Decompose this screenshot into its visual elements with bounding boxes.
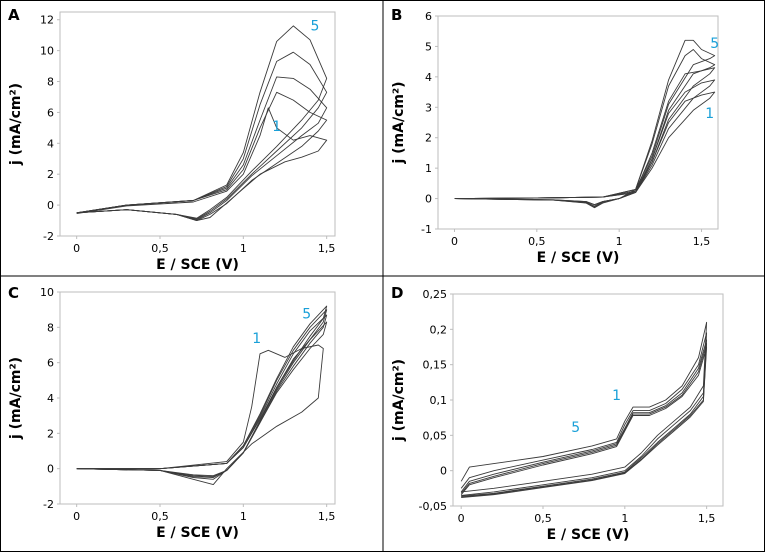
- panel-letter: B: [391, 6, 402, 24]
- cycle-annotation: 1: [272, 119, 281, 135]
- y-tick-label: 2: [47, 168, 54, 181]
- y-tick-label: 5: [425, 40, 432, 53]
- y-tick-label: 3: [425, 101, 432, 114]
- y-tick-label: 2: [47, 427, 54, 440]
- cv-curve-cycle-5: [454, 39, 716, 206]
- cycle-annotation: 5: [571, 420, 580, 436]
- x-tick-label: 0,5: [151, 510, 169, 523]
- cv-curve-cycle-4: [76, 309, 328, 478]
- y-tick-label: 4: [425, 71, 432, 84]
- y-tick-label: 0,05: [423, 429, 448, 442]
- y-tick-label: 8: [47, 76, 54, 89]
- cv-curve-cycle-1: [76, 344, 324, 486]
- y-tick-label: 6: [47, 357, 54, 370]
- y-tick-label: 0,1: [430, 394, 448, 407]
- panel-letter: A: [8, 6, 20, 24]
- y-tick-label: 10: [40, 45, 54, 58]
- cv-curve-cycle-2: [454, 79, 716, 208]
- y-tick-label: 0,2: [430, 323, 448, 336]
- y-axis-label: j (mA/cm²): [8, 357, 24, 440]
- y-axis-label: j (mA/cm²): [391, 81, 407, 164]
- x-tick-label: 0: [451, 235, 458, 248]
- y-tick-label: 0,15: [423, 359, 448, 372]
- y-tick-label: -0,05: [419, 500, 447, 513]
- panel-c: C -2 0 2 4 6 8 10 0 0,5 1 1,5 E / SCE (V) j (mA/cm²) 1…: [8, 284, 336, 541]
- x-tick-label: 1,5: [318, 510, 336, 523]
- y-axis-label: j (mA/cm²): [391, 359, 407, 442]
- panel-letter: C: [8, 284, 19, 302]
- cv-curve-cycle-2: [76, 321, 328, 480]
- x-tick-label: 0,5: [528, 235, 546, 248]
- y-axis-label: j (mA/cm²): [8, 83, 24, 166]
- x-axis-label: E / SCE (V): [156, 257, 239, 273]
- x-tick-label: 1: [240, 242, 247, 255]
- x-tick-label: 1,5: [698, 512, 716, 525]
- cv-curve-cycle-3: [76, 76, 328, 221]
- cv-curve-cycle-5: [76, 25, 328, 219]
- y-tick-label: 4: [47, 392, 54, 405]
- y-tick-label: 6: [47, 106, 54, 119]
- cycle-annotation: 5: [311, 19, 320, 35]
- cv-curve-cycle-4: [76, 51, 328, 220]
- plot-frame: [59, 11, 336, 237]
- y-tick-label: 2: [425, 132, 432, 145]
- panel-b: B -1 0 1 2 3 4 5 6 0 0,5 1 1,5 E / SCE (V) j (mA/cm²) 5…: [391, 6, 719, 266]
- cv-curve-cycle-2: [460, 332, 708, 496]
- x-axis-label: E / SCE (V): [547, 527, 630, 543]
- plot-frame: [59, 291, 336, 505]
- cv-curve-cycle-2: [76, 91, 328, 222]
- y-tick-label: 6: [425, 10, 432, 23]
- cycle-annotation: 1: [612, 388, 621, 404]
- cv-curve-cycle-1: [76, 107, 328, 222]
- x-tick-label: 1,5: [318, 242, 336, 255]
- cv-curve-cycle-4: [460, 343, 708, 498]
- y-tick-label: -2: [43, 498, 54, 511]
- y-tick-label: 12: [40, 14, 54, 27]
- y-tick-label: 0: [425, 193, 432, 206]
- panel-d: D -0,05 0 0,05 0,1 0,15 0,2 0,25 0 0,5 1 1,5 E / SCE…: [391, 284, 724, 543]
- cycle-annotation: 5: [302, 307, 311, 323]
- y-tick-label: 1: [425, 162, 432, 175]
- x-tick-label: 1: [621, 512, 628, 525]
- y-tick-label: 4: [47, 137, 54, 150]
- y-tick-label: 0,25: [423, 288, 448, 301]
- y-tick-label: 8: [47, 321, 54, 334]
- cv-curve-cycle-3: [460, 339, 708, 497]
- x-tick-label: 0: [458, 512, 465, 525]
- cv-curve-cycle-1: [460, 321, 708, 493]
- cv-curve-cycle-3: [454, 67, 716, 207]
- cycle-annotation: 5: [710, 36, 719, 52]
- x-tick-label: 1,5: [693, 235, 711, 248]
- y-tick-label: 0: [440, 465, 447, 478]
- y-tick-label: 0: [47, 199, 54, 212]
- cycle-annotation: 1: [252, 331, 261, 347]
- x-tick-label: 0: [73, 510, 80, 523]
- x-tick-label: 0: [73, 242, 80, 255]
- cv-curve-cycle-4: [454, 49, 716, 206]
- panel-letter: D: [391, 284, 403, 302]
- cycle-annotation: 1: [705, 106, 714, 122]
- y-tick-label: -2: [43, 230, 54, 243]
- x-tick-label: 1: [616, 235, 623, 248]
- plot-frame: [437, 15, 719, 230]
- x-tick-label: 0,5: [151, 242, 169, 255]
- x-tick-label: 0,5: [534, 512, 552, 525]
- y-tick-label: -1: [421, 223, 432, 236]
- cv-curve-cycle-5: [460, 346, 708, 498]
- y-tick-label: 10: [40, 286, 54, 299]
- panel-a: A -2 0 2 4 6 8 10 12 0 0,5 1 1,5 E / SCE (V) j (mA/cm²…: [8, 6, 336, 273]
- x-axis-label: E / SCE (V): [537, 250, 620, 266]
- x-tick-label: 1: [240, 510, 247, 523]
- cv-curve-cycle-3: [76, 314, 328, 478]
- x-axis-label: E / SCE (V): [156, 525, 239, 541]
- cv-curve-cycle-5: [76, 305, 328, 477]
- y-tick-label: 0: [47, 463, 54, 476]
